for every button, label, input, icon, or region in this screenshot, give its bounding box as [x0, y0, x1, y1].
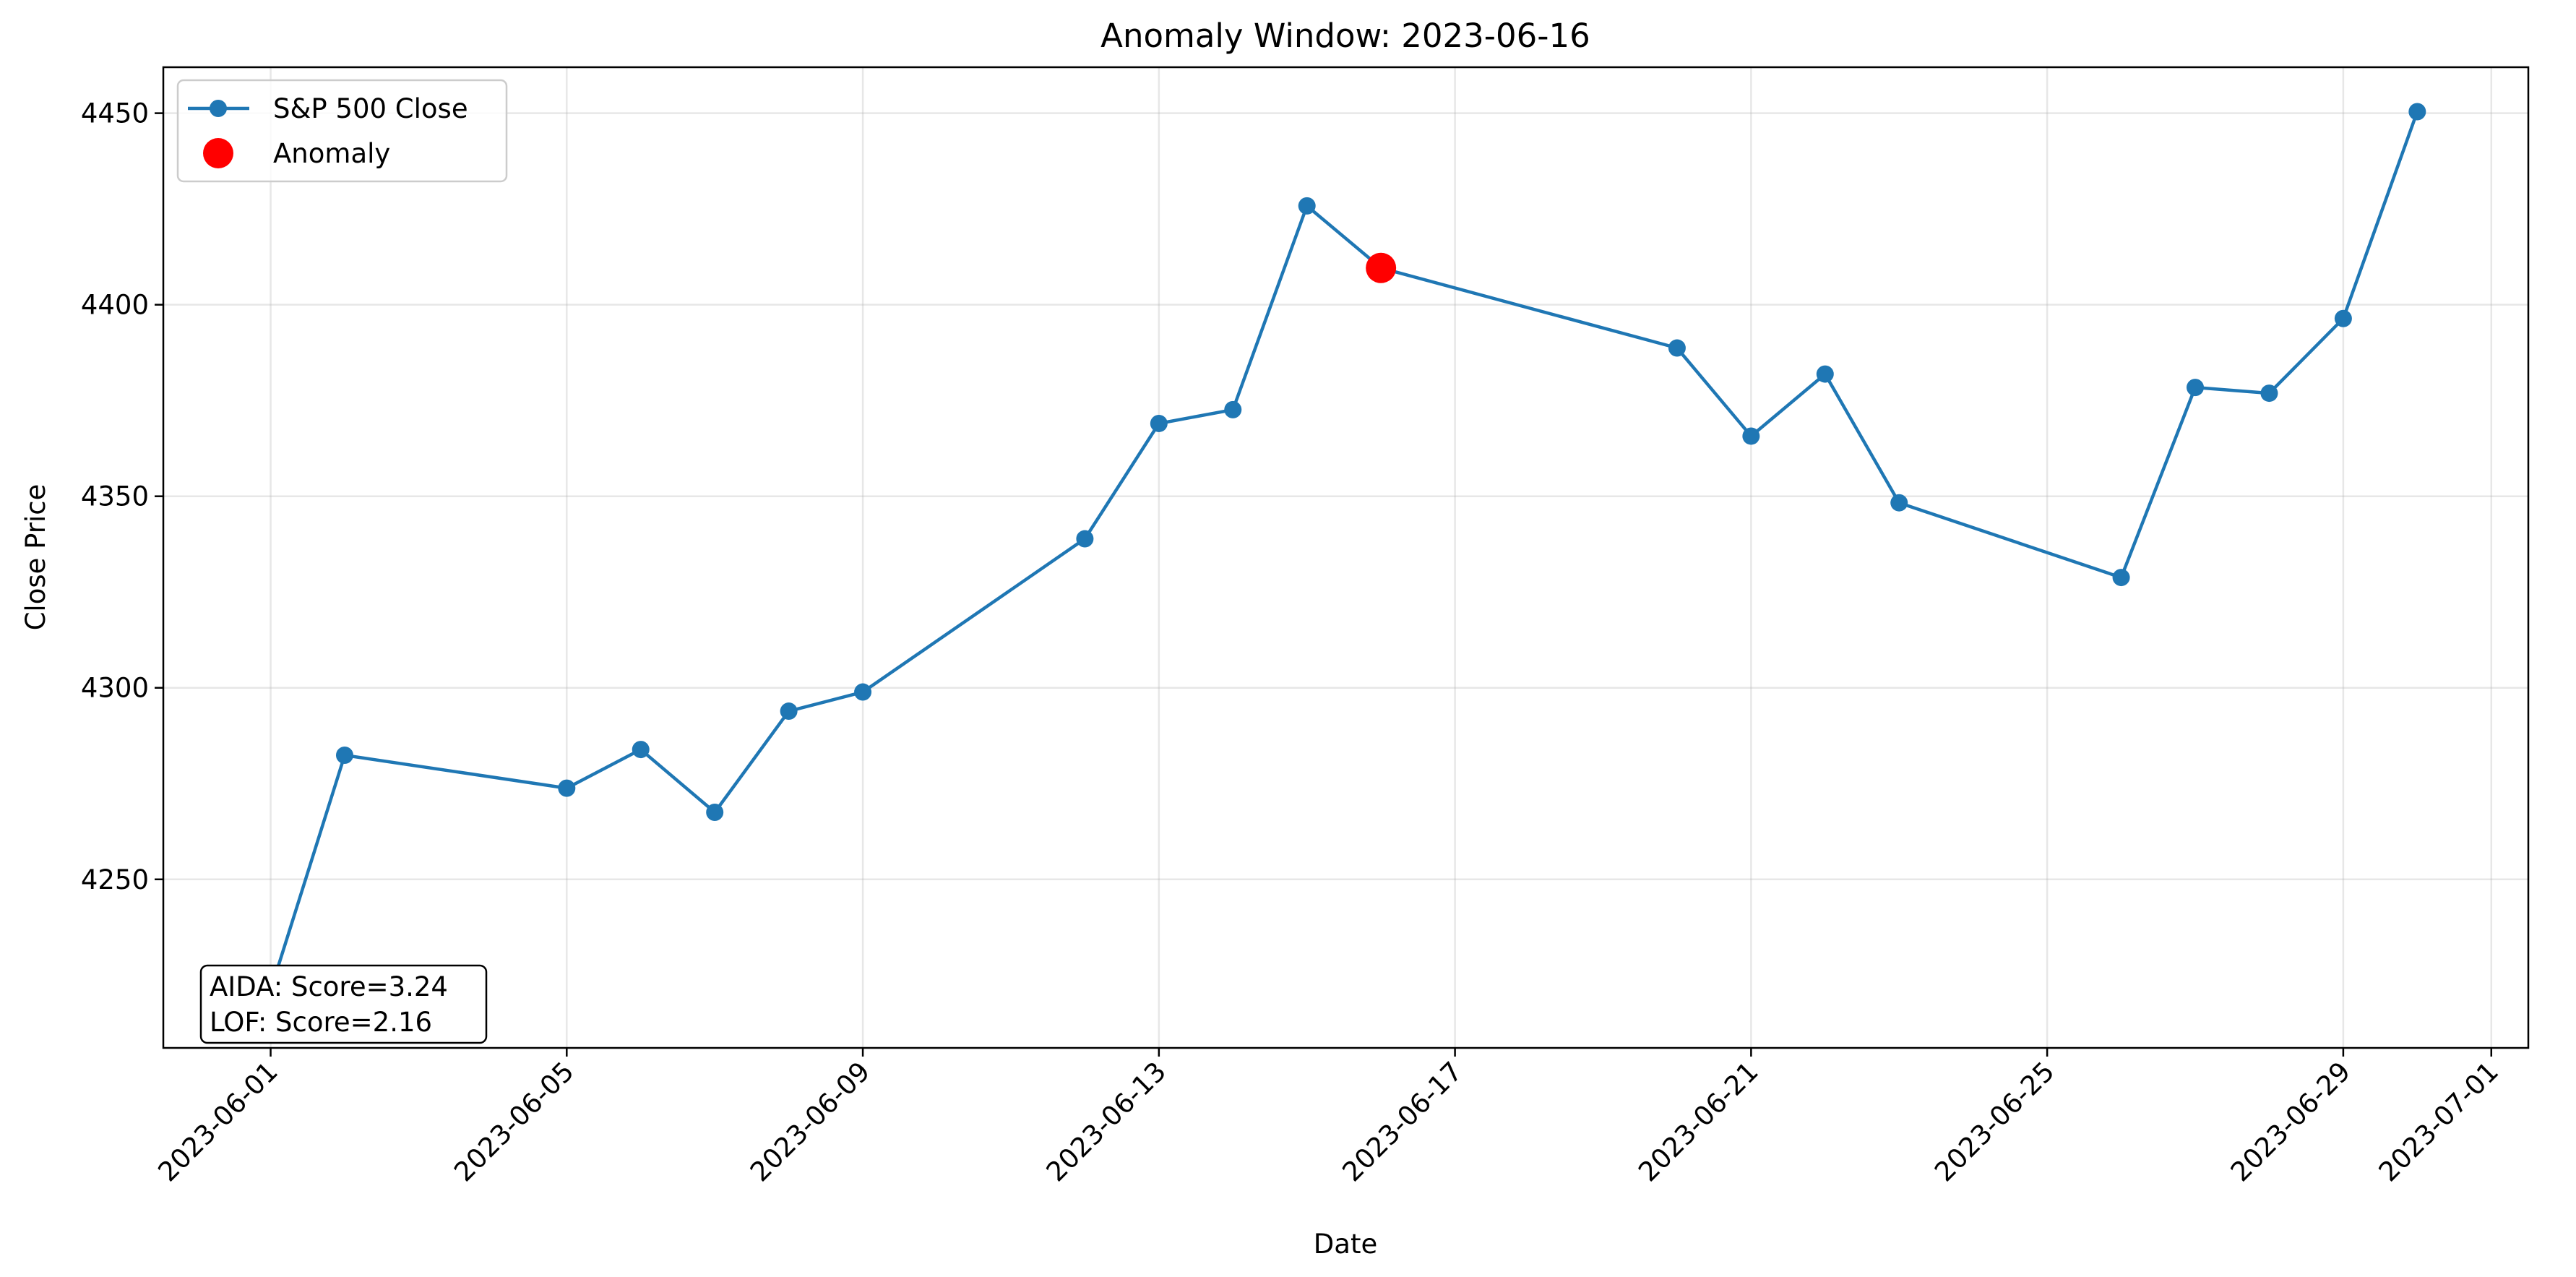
- close-price-point: [1298, 197, 1316, 215]
- legend: S&P 500 Close Anomaly: [176, 79, 508, 183]
- close-price-point: [632, 741, 650, 759]
- y-tick-label: 4350: [81, 481, 149, 512]
- legend-anomaly-swatch: [203, 138, 233, 168]
- legend-label-anomaly: Anomaly: [273, 138, 390, 169]
- close-price-point: [1224, 400, 1242, 418]
- score-box: [199, 964, 488, 1044]
- y-tick-label: 4300: [81, 673, 149, 704]
- legend-box: [176, 79, 508, 183]
- close-price-point: [558, 779, 576, 797]
- chart-title: Anomaly Window: 2023-06-16: [1100, 17, 1590, 55]
- y-axis-label: Close Price: [20, 484, 51, 631]
- anomaly-point: [1366, 252, 1397, 283]
- close-price-point: [1076, 530, 1094, 548]
- y-tick-label: 4450: [81, 98, 149, 129]
- close-price-point: [1816, 365, 1834, 383]
- plot-frame: [162, 66, 2530, 1049]
- close-price-point: [2112, 569, 2130, 587]
- close-price-point: [1890, 494, 1908, 512]
- close-price-point: [1742, 427, 1760, 445]
- score-annotation: AIDA: Score=3.24 LOF: Score=2.16: [199, 964, 488, 1044]
- close-price-point: [2187, 379, 2205, 397]
- close-price-point: [2334, 309, 2352, 327]
- x-axis-label: Date: [1314, 1229, 1377, 1260]
- y-tick-label: 4250: [81, 864, 149, 895]
- grid-lines: [163, 67, 2528, 1048]
- close-price-point: [2260, 384, 2278, 403]
- close-price-point: [706, 804, 724, 822]
- close-price-point: [2408, 103, 2426, 121]
- close-price-point: [335, 747, 353, 765]
- close-price-point: [1150, 414, 1168, 432]
- close-price-point: [780, 702, 798, 721]
- y-tick-label: 4400: [81, 290, 149, 321]
- series-layer: [262, 103, 2426, 999]
- close-price-point: [854, 683, 872, 701]
- close-price-point: [1668, 339, 1686, 357]
- legend-label-close: S&P 500 Close: [273, 93, 468, 124]
- aida-score-text: AIDA: Score=3.24: [210, 971, 448, 1002]
- legend-marker-swatch: [210, 100, 227, 117]
- lof-score-text: LOF: Score=2.16: [210, 1007, 432, 1038]
